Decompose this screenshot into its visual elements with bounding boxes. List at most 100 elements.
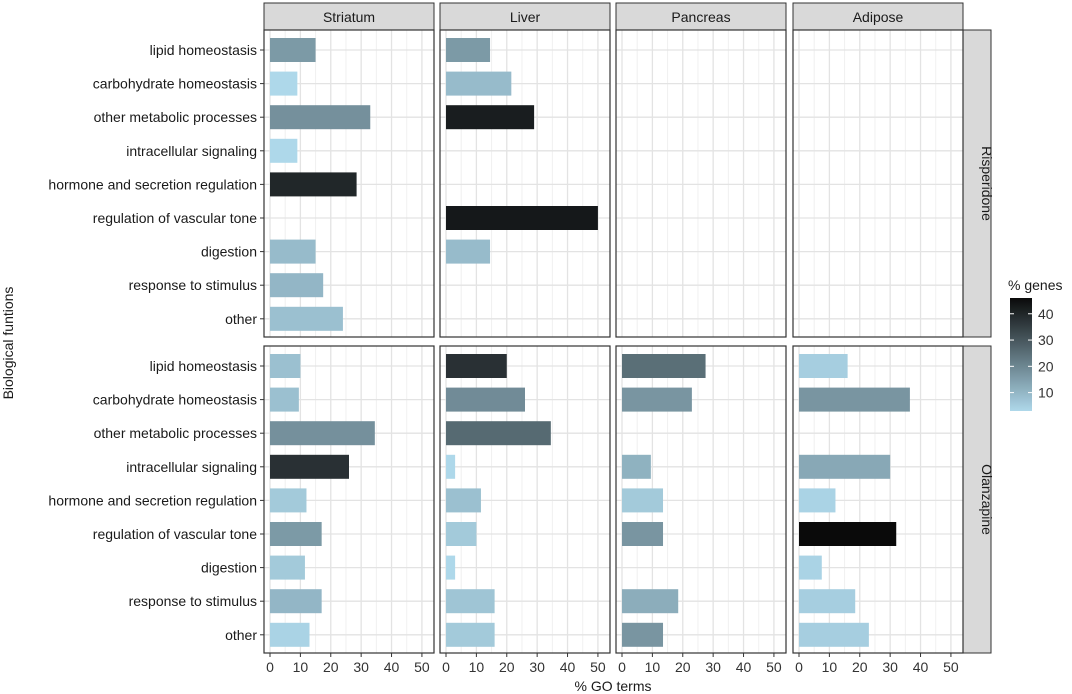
bar-olanzapine-striatum-hormone-and-secretion-regulation[interactable] — [270, 488, 307, 513]
x-axis-title: % GO terms — [574, 678, 651, 694]
bar-risperidone-liver-carbohydrate-homeostasis[interactable] — [446, 71, 512, 96]
panel-border-olanzapine-striatum — [263, 345, 435, 654]
bar-olanzapine-pancreas-other[interactable] — [622, 622, 664, 647]
y-tick-label-digestion: digestion — [201, 560, 257, 576]
x-tick-label-adipose: 20 — [852, 659, 868, 675]
bar-olanzapine-striatum-carbohydrate-homeostasis[interactable] — [270, 387, 299, 412]
y-tick-label-other: other — [225, 627, 257, 643]
panel-border-olanzapine-adipose — [792, 345, 964, 654]
bar-olanzapine-liver-hormone-and-secretion-regulation[interactable] — [446, 488, 481, 513]
x-tick-label-striatum: 0 — [266, 659, 274, 675]
legend-tick-label: 30 — [1038, 332, 1054, 348]
bar-olanzapine-adipose-hormone-and-secretion-regulation[interactable] — [799, 488, 836, 513]
legend-title: % genes — [1008, 277, 1062, 293]
bar-risperidone-striatum-other[interactable] — [270, 306, 343, 331]
bar-olanzapine-striatum-digestion[interactable] — [270, 555, 305, 580]
bar-olanzapine-pancreas-carbohydrate-homeostasis[interactable] — [622, 387, 692, 412]
bar-olanzapine-liver-lipid-homeostasis[interactable] — [446, 354, 507, 378]
bar-risperidone-striatum-other-metabolic-processes[interactable] — [270, 105, 371, 130]
x-tick-label-striatum: 40 — [384, 659, 400, 675]
legend-tick-label: 10 — [1038, 385, 1054, 401]
bar-risperidone-striatum-lipid-homeostasis[interactable] — [270, 38, 316, 62]
y-tick-label-lipid-homeostasis: lipid homeostasis — [150, 358, 257, 374]
bar-olanzapine-pancreas-intracellular-signaling[interactable] — [622, 454, 651, 479]
x-tick-label-pancreas: 50 — [766, 659, 782, 675]
x-tick-label-pancreas: 10 — [645, 659, 661, 675]
facet-strip-label-risperidone: Risperidone — [979, 146, 995, 221]
bar-risperidone-liver-lipid-homeostasis[interactable] — [446, 38, 491, 62]
bar-olanzapine-liver-intracellular-signaling[interactable] — [446, 454, 456, 479]
bar-olanzapine-liver-regulation-of-vascular-tone[interactable] — [446, 522, 477, 546]
x-tick-label-striatum: 50 — [414, 659, 430, 675]
y-tick-label-other-metabolic-processes: other metabolic processes — [94, 425, 257, 441]
bar-olanzapine-striatum-other[interactable] — [270, 622, 310, 647]
bar-olanzapine-liver-response-to-stimulus[interactable] — [446, 589, 495, 614]
x-tick-label-pancreas: 30 — [705, 659, 721, 675]
x-tick-label-adipose: 30 — [882, 659, 898, 675]
bar-olanzapine-adipose-response-to-stimulus[interactable] — [799, 589, 856, 614]
x-tick-label-pancreas: 20 — [675, 659, 691, 675]
bar-olanzapine-striatum-response-to-stimulus[interactable] — [270, 589, 322, 614]
bar-olanzapine-liver-digestion[interactable] — [446, 555, 456, 580]
panel-border-risperidone-pancreas — [615, 29, 787, 338]
bar-risperidone-striatum-digestion[interactable] — [270, 239, 316, 264]
bar-olanzapine-pancreas-regulation-of-vascular-tone[interactable] — [622, 522, 664, 546]
y-tick-label-lipid-homeostasis: lipid homeostasis — [150, 42, 257, 58]
panel-border-risperidone-adipose — [792, 29, 964, 338]
x-tick-label-liver: 10 — [469, 659, 485, 675]
y-tick-label-hormone-and-secretion-regulation: hormone and secretion regulation — [48, 492, 257, 508]
facet-strip-striatum — [263, 2, 435, 31]
bar-olanzapine-striatum-other-metabolic-processes[interactable] — [270, 421, 375, 446]
bar-olanzapine-adipose-regulation-of-vascular-tone[interactable] — [799, 522, 897, 546]
bar-olanzapine-striatum-regulation-of-vascular-tone[interactable] — [270, 522, 322, 546]
bar-risperidone-striatum-response-to-stimulus[interactable] — [270, 273, 324, 298]
bar-olanzapine-liver-other-metabolic-processes[interactable] — [446, 421, 551, 446]
x-tick-label-striatum: 10 — [293, 659, 309, 675]
x-tick-label-liver: 40 — [560, 659, 576, 675]
x-tick-label-liver: 50 — [590, 659, 606, 675]
y-tick-label-hormone-and-secretion-regulation: hormone and secretion regulation — [48, 176, 257, 192]
bar-olanzapine-adipose-carbohydrate-homeostasis[interactable] — [799, 387, 910, 412]
y-tick-label-other: other — [225, 311, 257, 327]
bar-olanzapine-adipose-intracellular-signaling[interactable] — [799, 454, 891, 479]
y-tick-label-intracellular-signaling: intracellular signaling — [126, 143, 257, 159]
bar-olanzapine-striatum-lipid-homeostasis[interactable] — [270, 354, 301, 378]
panel-background-risperidone-pancreas — [616, 30, 786, 337]
panel-border-olanzapine-pancreas — [615, 345, 787, 654]
bar-olanzapine-pancreas-response-to-stimulus[interactable] — [622, 589, 679, 614]
bar-risperidone-striatum-intracellular-signaling[interactable] — [270, 138, 298, 163]
panel-border-olanzapine-liver — [439, 345, 611, 654]
y-tick-label-regulation-of-vascular-tone: regulation of vascular tone — [93, 210, 257, 226]
y-tick-label-carbohydrate-homeostasis: carbohydrate homeostasis — [93, 76, 257, 92]
facet-strip-risperidone — [962, 29, 992, 338]
y-tick-label-carbohydrate-homeostasis: carbohydrate homeostasis — [93, 392, 257, 408]
bar-olanzapine-adipose-lipid-homeostasis[interactable] — [799, 354, 848, 378]
bar-risperidone-liver-other-metabolic-processes[interactable] — [446, 105, 535, 130]
x-tick-label-pancreas: 0 — [618, 659, 626, 675]
x-tick-label-striatum: 30 — [353, 659, 369, 675]
bar-risperidone-liver-digestion[interactable] — [446, 239, 491, 264]
bar-olanzapine-liver-carbohydrate-homeostasis[interactable] — [446, 387, 525, 412]
facet-strip-liver — [439, 2, 611, 31]
legend-tick-label: 20 — [1038, 358, 1054, 374]
y-tick-label-response-to-stimulus: response to stimulus — [129, 593, 257, 609]
bar-risperidone-liver-regulation-of-vascular-tone[interactable] — [446, 206, 598, 230]
y-tick-label-intracellular-signaling: intracellular signaling — [126, 459, 257, 475]
x-tick-label-striatum: 20 — [323, 659, 339, 675]
bar-risperidone-striatum-hormone-and-secretion-regulation[interactable] — [270, 172, 357, 197]
bar-olanzapine-adipose-digestion[interactable] — [799, 555, 822, 580]
y-axis-title: Biological funtions — [0, 287, 16, 400]
y-tick-label-response-to-stimulus: response to stimulus — [129, 277, 257, 293]
bar-olanzapine-striatum-intracellular-signaling[interactable] — [270, 454, 349, 479]
bar-olanzapine-pancreas-hormone-and-secretion-regulation[interactable] — [622, 488, 664, 513]
panel-border-risperidone-striatum — [263, 29, 435, 338]
x-tick-label-adipose: 0 — [795, 659, 803, 675]
legend-tick-label: 40 — [1038, 306, 1054, 322]
bar-olanzapine-liver-other[interactable] — [446, 622, 495, 647]
x-tick-label-adipose: 10 — [822, 659, 838, 675]
bar-olanzapine-adipose-other[interactable] — [799, 622, 869, 647]
bar-olanzapine-pancreas-lipid-homeostasis[interactable] — [622, 354, 706, 378]
bar-risperidone-striatum-carbohydrate-homeostasis[interactable] — [270, 71, 298, 96]
x-tick-label-liver: 30 — [529, 659, 545, 675]
